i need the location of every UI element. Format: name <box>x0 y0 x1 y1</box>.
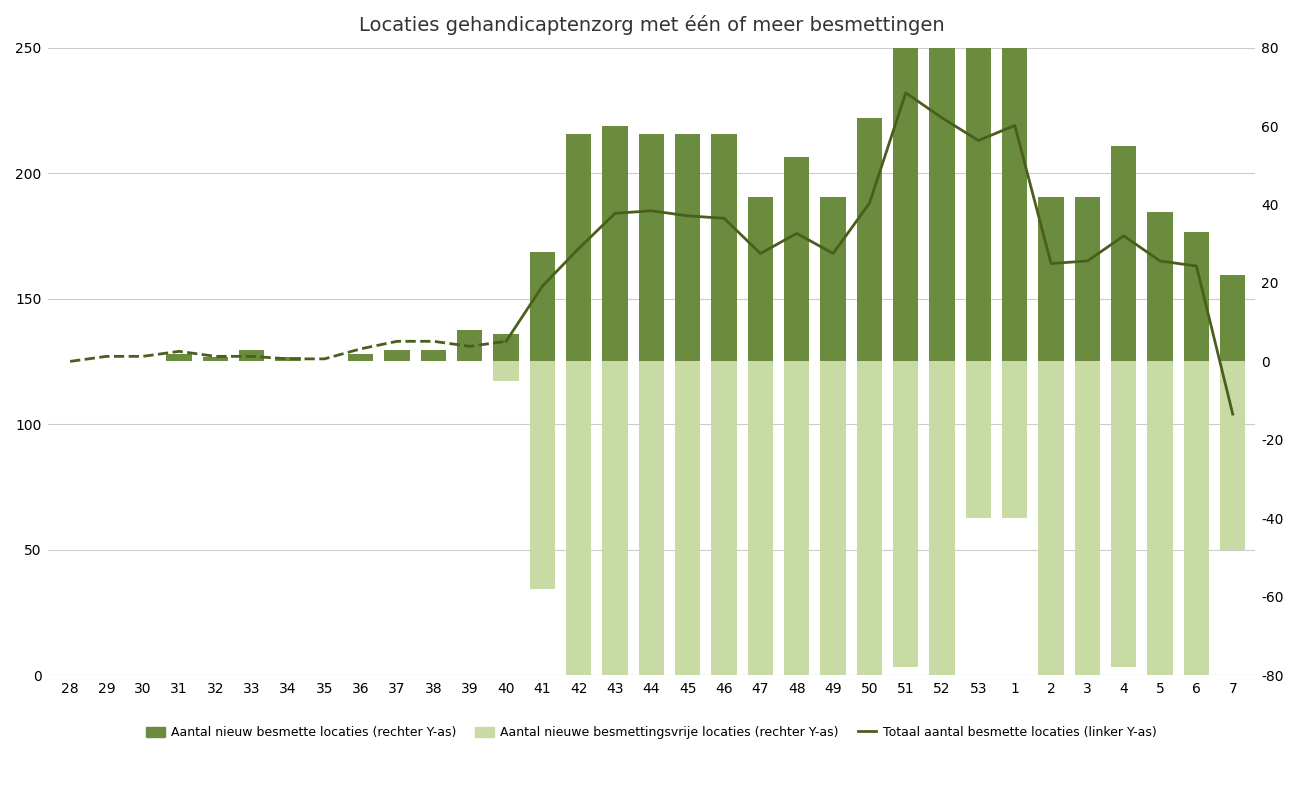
Bar <box>748 361 773 754</box>
Bar <box>785 158 809 361</box>
Bar <box>929 361 955 706</box>
Bar <box>203 357 229 361</box>
Bar <box>1220 361 1246 550</box>
Bar <box>712 134 737 361</box>
Bar <box>1074 197 1100 361</box>
Bar <box>1220 275 1246 361</box>
Bar <box>675 134 700 361</box>
Bar <box>239 349 265 361</box>
Bar <box>494 361 518 381</box>
Bar <box>275 357 301 361</box>
Bar <box>821 197 846 361</box>
Bar <box>675 361 700 703</box>
Title: Locaties gehandicaptenzorg met één of meer besmettingen: Locaties gehandicaptenzorg met één of me… <box>359 15 944 35</box>
Bar <box>530 251 555 361</box>
Bar <box>639 361 664 703</box>
Bar <box>821 361 846 754</box>
Bar <box>785 361 809 706</box>
Bar <box>639 134 664 361</box>
Bar <box>892 361 918 667</box>
Bar <box>1038 197 1064 361</box>
Bar <box>1183 361 1209 734</box>
Bar <box>748 197 773 361</box>
Bar <box>566 134 591 361</box>
Bar <box>1111 146 1137 361</box>
Bar <box>1111 361 1137 667</box>
Bar <box>1183 232 1209 361</box>
Legend: Aantal nieuw besmette locaties (rechter Y-as), Aantal nieuwe besmettingsvrije lo: Aantal nieuw besmette locaties (rechter … <box>142 721 1161 744</box>
Bar <box>1038 361 1064 785</box>
Bar <box>1147 361 1173 761</box>
Bar <box>1002 361 1028 518</box>
Bar <box>1147 213 1173 361</box>
Bar <box>566 361 591 703</box>
Bar <box>965 9 991 361</box>
Bar <box>603 126 627 361</box>
Bar <box>857 361 882 683</box>
Bar <box>1002 1 1028 361</box>
Bar <box>857 119 882 361</box>
Bar <box>385 349 409 361</box>
Bar <box>348 353 374 361</box>
Bar <box>530 361 555 589</box>
Bar <box>603 361 627 703</box>
Bar <box>494 334 518 361</box>
Bar <box>892 0 918 361</box>
Bar <box>457 330 482 361</box>
Bar <box>929 0 955 361</box>
Bar <box>421 349 446 361</box>
Bar <box>712 361 737 703</box>
Bar <box>166 353 192 361</box>
Bar <box>1074 361 1100 785</box>
Bar <box>965 361 991 518</box>
